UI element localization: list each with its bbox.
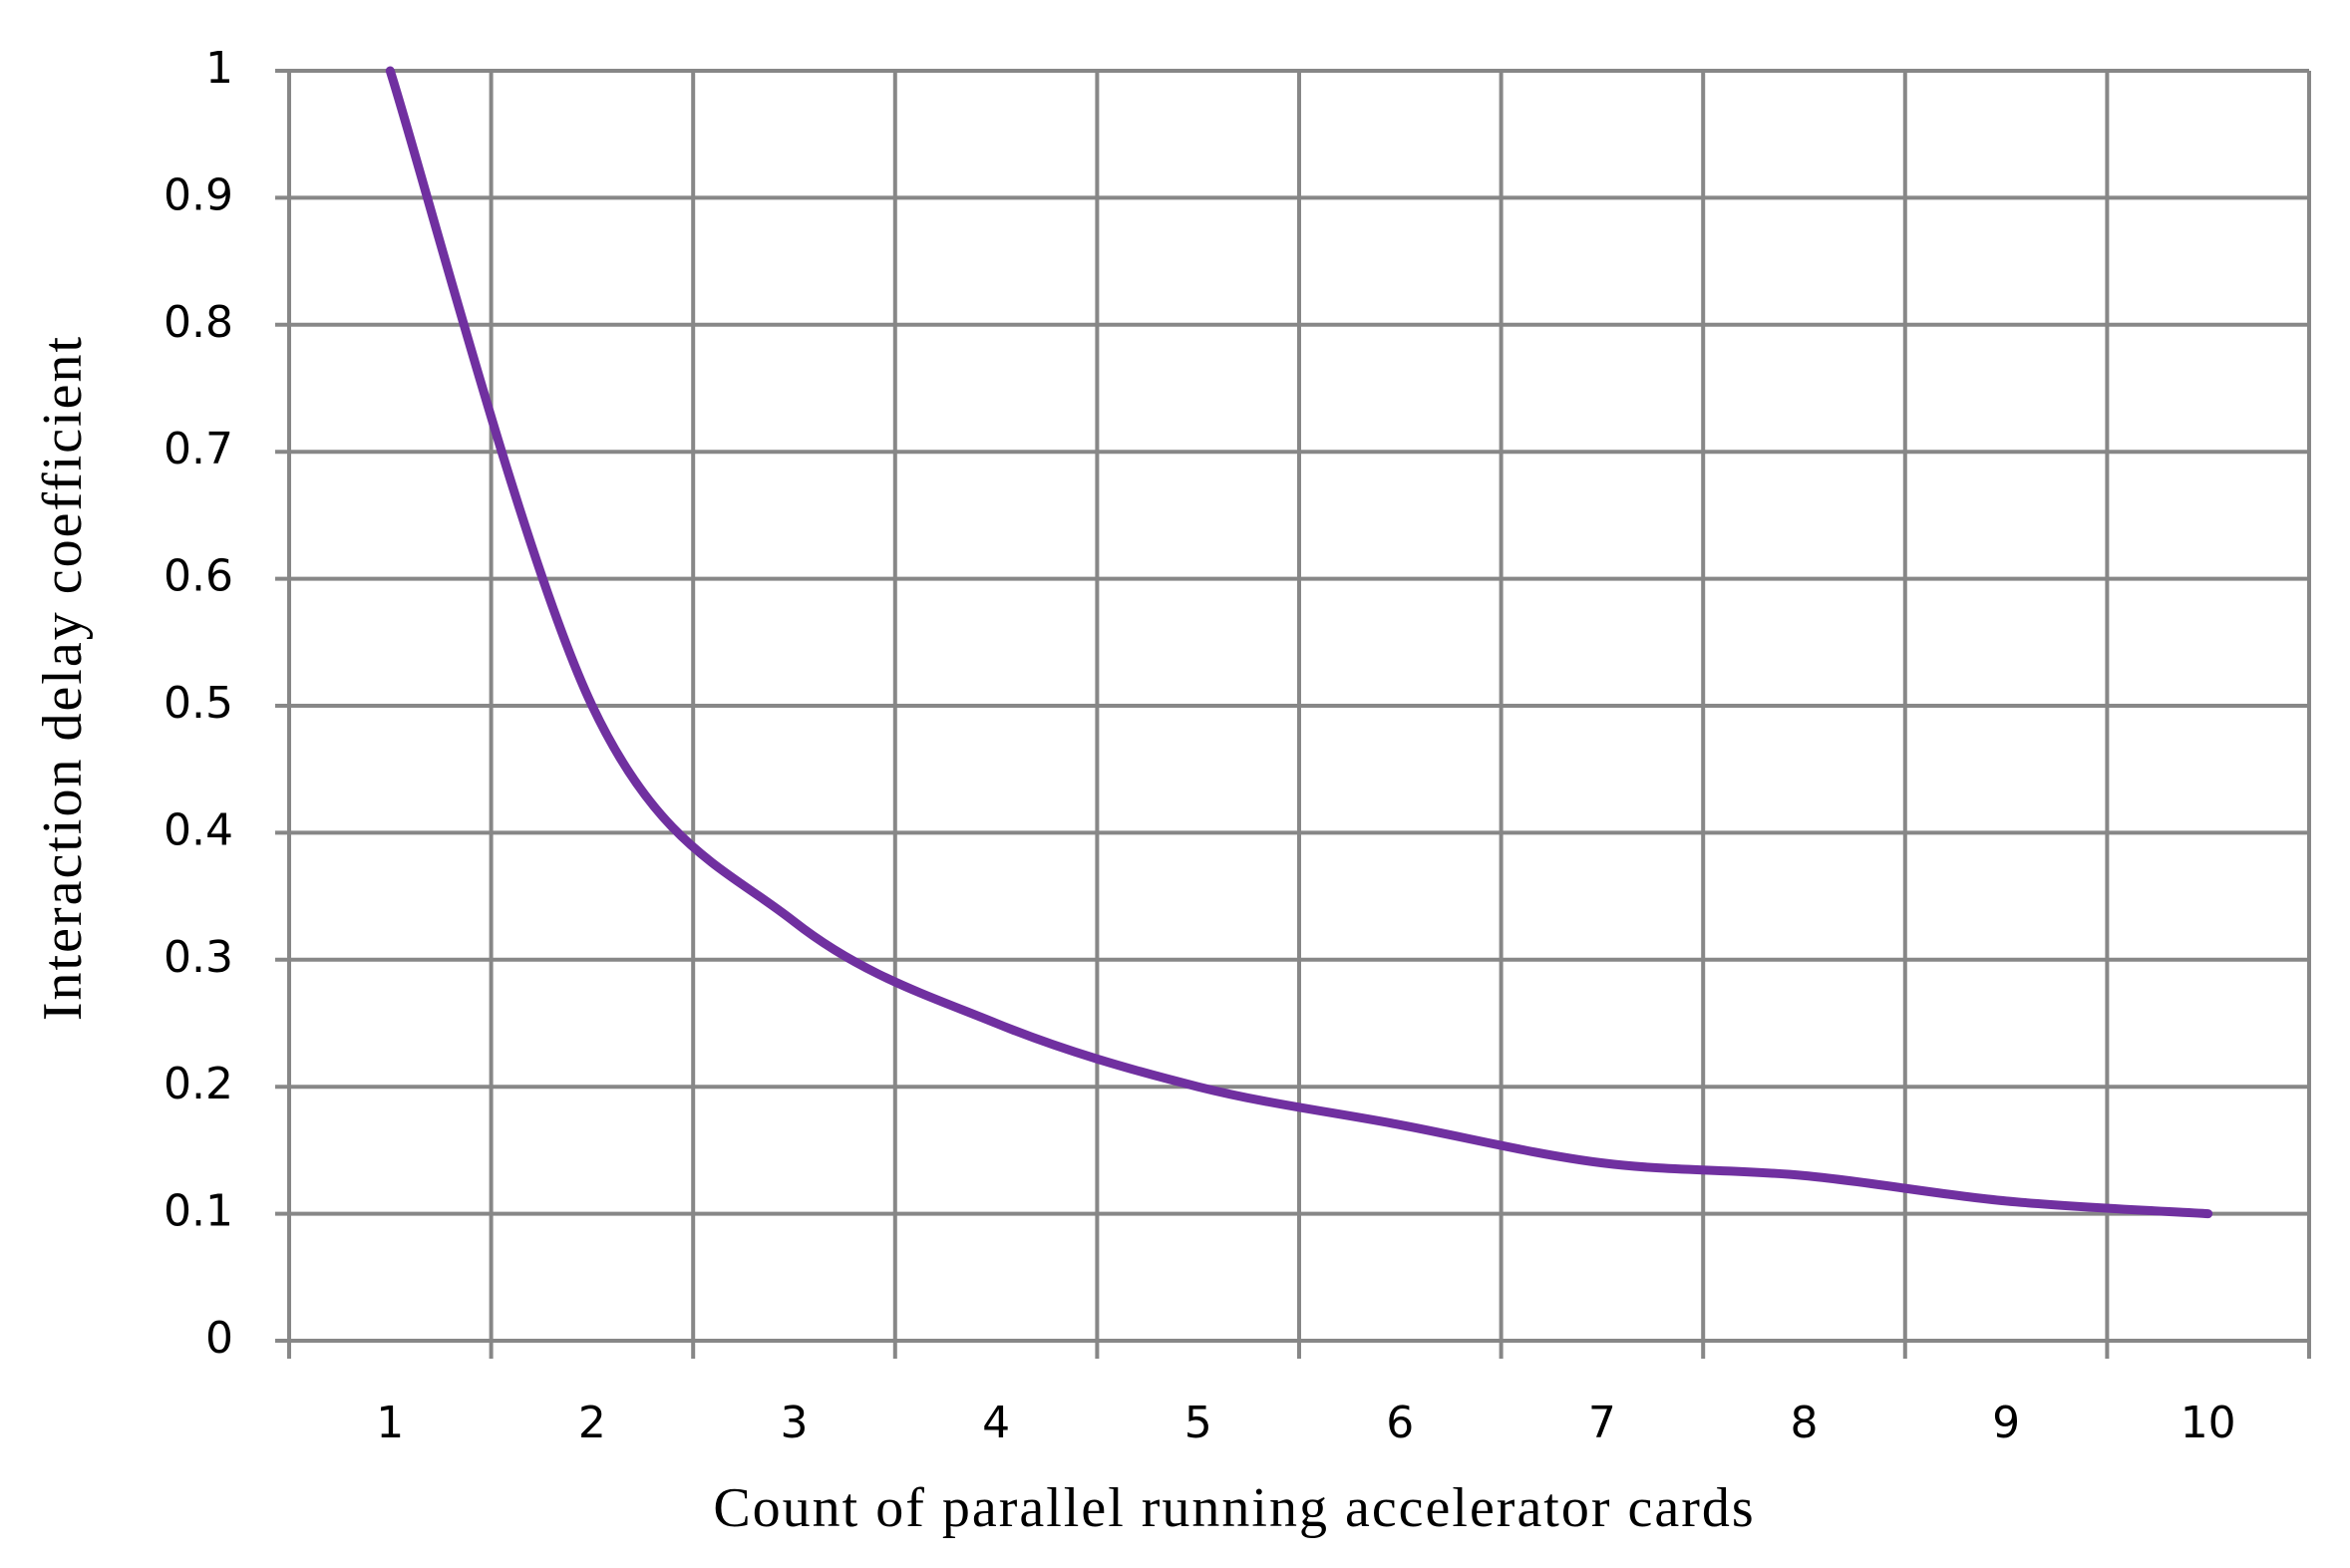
y-tick-label: 0.2 <box>164 1059 233 1109</box>
x-tick-label: 6 <box>1386 1398 1414 1448</box>
x-tick-label: 8 <box>1791 1398 1819 1448</box>
y-tick-label: 0.8 <box>164 297 233 348</box>
x-tick-label: 5 <box>1184 1398 1212 1448</box>
x-tick-label: 3 <box>781 1398 809 1448</box>
y-tick-label: 0.4 <box>164 804 233 855</box>
x-tick-label: 4 <box>982 1398 1010 1448</box>
y-axis-title: Interaction delay coefficient <box>32 335 94 1021</box>
x-tick-label: 2 <box>578 1398 606 1448</box>
x-tick-label: 1 <box>376 1398 404 1448</box>
y-tick-label: 0.5 <box>164 678 233 729</box>
x-tick-label: 7 <box>1588 1398 1616 1448</box>
y-tick-label: 0.1 <box>164 1186 233 1237</box>
x-tick-label: 9 <box>1992 1398 2020 1448</box>
y-tick-label: 1 <box>205 43 233 94</box>
y-tick-label: 0.7 <box>164 424 233 474</box>
y-tick-label: 0 <box>205 1313 233 1364</box>
x-axis-title: Count of parallel running accelerator ca… <box>713 1477 1755 1539</box>
y-tick-label: 0.9 <box>164 169 233 220</box>
y-tick-label: 0.3 <box>164 932 233 983</box>
y-tick-label: 0.6 <box>164 551 233 602</box>
data-line <box>385 66 2213 1219</box>
x-tick-label: 10 <box>2181 1398 2236 1448</box>
